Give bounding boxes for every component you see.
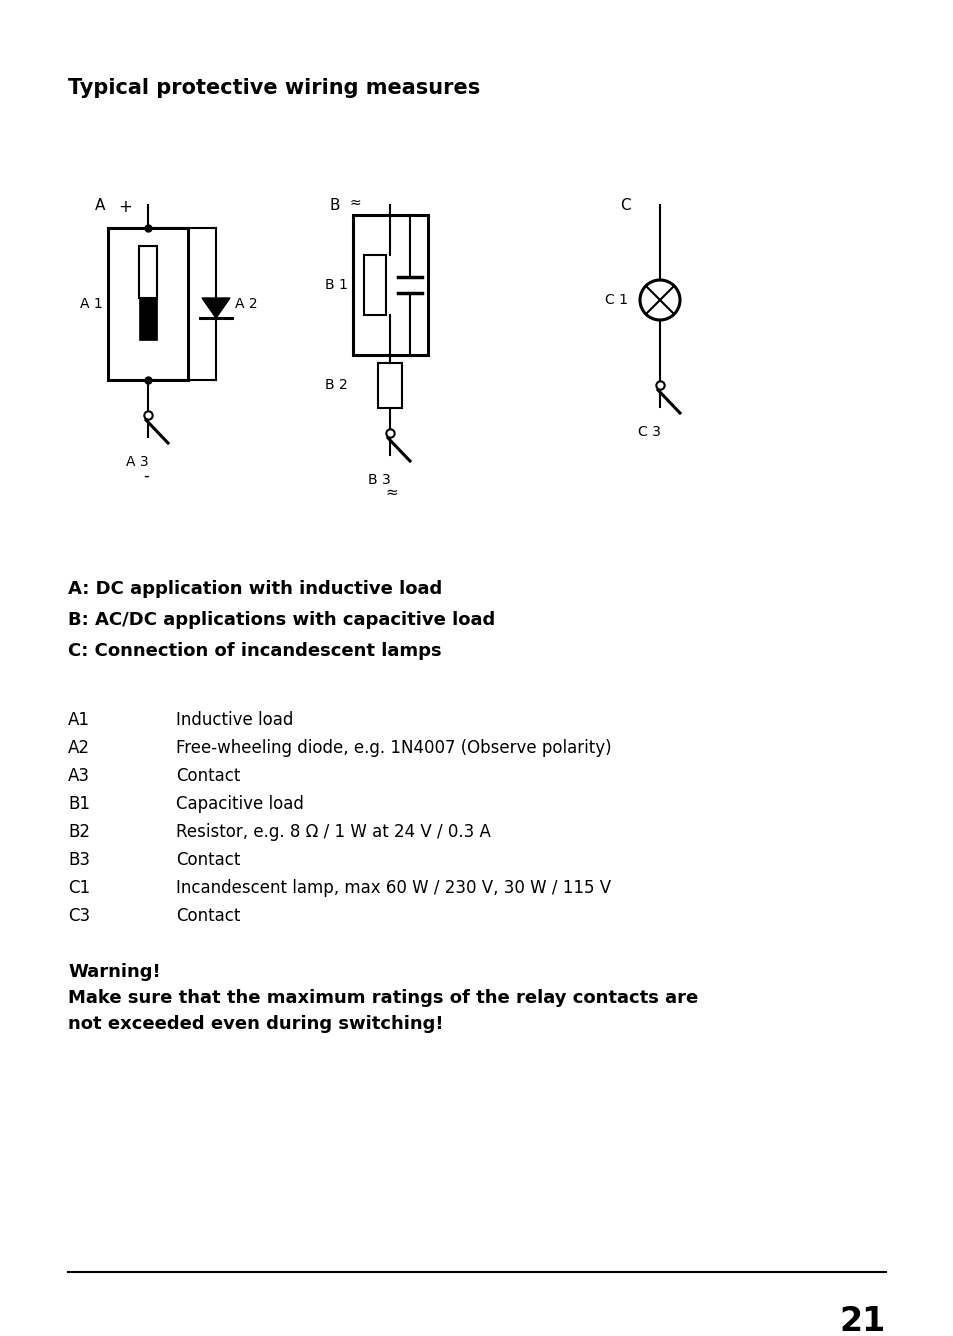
Text: Capacitive load: Capacitive load (175, 795, 304, 814)
Bar (139, 246, 157, 298)
Text: 21: 21 (839, 1305, 885, 1336)
Text: A 1: A 1 (80, 297, 103, 311)
Bar (353, 215, 428, 355)
Text: Make sure that the maximum ratings of the relay contacts are
not exceeded even d: Make sure that the maximum ratings of th… (68, 989, 698, 1033)
Text: C: C (619, 198, 630, 212)
Text: B2: B2 (68, 823, 90, 840)
Text: Typical protective wiring measures: Typical protective wiring measures (68, 77, 479, 98)
Text: C 3: C 3 (638, 425, 660, 440)
Text: B: B (330, 198, 340, 212)
Text: C 1: C 1 (604, 293, 627, 307)
Text: Free-wheeling diode, e.g. 1N4007 (Observe polarity): Free-wheeling diode, e.g. 1N4007 (Observ… (175, 739, 611, 758)
Text: ≈: ≈ (350, 196, 361, 210)
Text: C1: C1 (68, 879, 90, 896)
Text: A: DC application with inductive load: A: DC application with inductive load (68, 580, 442, 599)
Bar (377, 363, 401, 407)
Text: A2: A2 (68, 739, 90, 758)
Text: C: Connection of incandescent lamps: C: Connection of incandescent lamps (68, 643, 441, 660)
Text: ≈: ≈ (385, 485, 397, 500)
Text: Contact: Contact (175, 907, 240, 925)
Text: A3: A3 (68, 767, 90, 786)
Text: Inductive load: Inductive load (175, 711, 294, 729)
Polygon shape (202, 298, 230, 318)
Text: Contact: Contact (175, 851, 240, 868)
Text: B3: B3 (68, 851, 90, 868)
Text: A: A (95, 198, 105, 212)
Text: A 2: A 2 (234, 297, 257, 311)
Bar (364, 255, 386, 315)
Bar (139, 298, 157, 339)
Text: B 1: B 1 (325, 278, 348, 293)
Text: Contact: Contact (175, 767, 240, 786)
Text: C3: C3 (68, 907, 90, 925)
Text: +: + (118, 198, 132, 216)
Text: -: - (143, 468, 149, 485)
Text: B: AC/DC applications with capacitive load: B: AC/DC applications with capacitive lo… (68, 611, 495, 629)
Text: B 2: B 2 (325, 378, 348, 391)
Text: Resistor, e.g. 8 Ω / 1 W at 24 V / 0.3 A: Resistor, e.g. 8 Ω / 1 W at 24 V / 0.3 A (175, 823, 491, 840)
Text: Warning!: Warning! (68, 963, 160, 981)
Text: A1: A1 (68, 711, 90, 729)
Bar (108, 228, 188, 379)
Circle shape (639, 281, 679, 321)
Text: B1: B1 (68, 795, 90, 814)
Text: B 3: B 3 (368, 473, 391, 488)
Text: A 3: A 3 (126, 456, 149, 469)
Text: Incandescent lamp, max 60 W / 230 V, 30 W / 115 V: Incandescent lamp, max 60 W / 230 V, 30 … (175, 879, 611, 896)
